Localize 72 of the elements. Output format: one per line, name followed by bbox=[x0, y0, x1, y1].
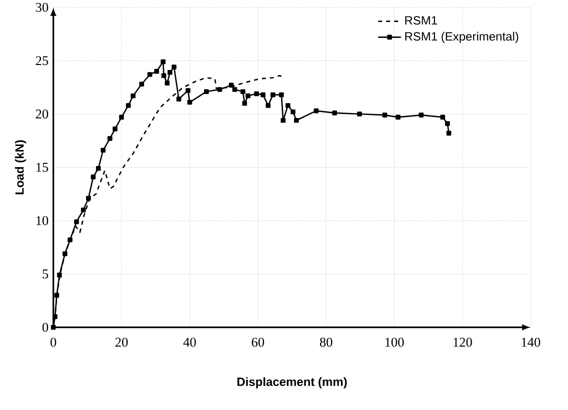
point bbox=[187, 100, 192, 105]
point bbox=[68, 237, 72, 242]
point bbox=[440, 114, 446, 120]
x-tick-label: 20 bbox=[115, 338, 128, 347]
y-tick-label: 5 bbox=[42, 270, 48, 278]
point bbox=[139, 82, 144, 87]
point bbox=[164, 80, 170, 86]
y-tick-label: 10 bbox=[36, 216, 48, 226]
point bbox=[232, 87, 238, 92]
point bbox=[382, 112, 388, 118]
point bbox=[186, 88, 190, 93]
point bbox=[160, 59, 166, 64]
point bbox=[154, 68, 160, 74]
point bbox=[332, 110, 338, 116]
point bbox=[50, 324, 56, 330]
y-tick-label: 20 bbox=[36, 110, 48, 118]
point bbox=[286, 103, 290, 108]
point bbox=[246, 93, 250, 98]
point bbox=[266, 103, 271, 108]
point bbox=[176, 96, 182, 102]
point bbox=[294, 118, 299, 123]
y-tick-label: 0 bbox=[42, 322, 48, 332]
legend-label: RSM1 bbox=[405, 16, 438, 25]
point bbox=[90, 174, 96, 180]
point bbox=[240, 89, 246, 94]
point bbox=[290, 109, 296, 114]
point bbox=[96, 166, 101, 171]
point bbox=[270, 92, 276, 98]
legend-label: RSM1 (Experimental) bbox=[405, 32, 518, 44]
point bbox=[108, 136, 112, 141]
point bbox=[80, 208, 86, 212]
x-tick-label: 40 bbox=[183, 338, 196, 347]
y-tick-label: 30 bbox=[36, 2, 48, 12]
y-tick-label: 25 bbox=[36, 56, 48, 66]
x-tick-label: 140 bbox=[522, 338, 540, 347]
point bbox=[357, 112, 362, 116]
point bbox=[119, 114, 124, 120]
point bbox=[446, 130, 452, 136]
point bbox=[418, 112, 424, 118]
point bbox=[228, 82, 234, 88]
point bbox=[100, 148, 106, 153]
point bbox=[445, 121, 450, 126]
x-tick-label: 100 bbox=[385, 338, 404, 347]
point bbox=[74, 219, 79, 224]
point bbox=[217, 87, 222, 92]
point bbox=[161, 73, 166, 78]
y-axis-title: Load (kN) bbox=[14, 140, 26, 194]
point bbox=[86, 196, 91, 201]
point bbox=[147, 72, 152, 77]
point bbox=[172, 64, 176, 70]
point bbox=[204, 89, 209, 94]
point bbox=[314, 108, 319, 114]
x-tick-label: 120 bbox=[454, 338, 472, 347]
y-tick-label: 15 bbox=[36, 162, 48, 172]
point bbox=[57, 272, 62, 278]
point bbox=[126, 103, 131, 108]
point bbox=[54, 292, 60, 298]
x-tick-label: 60 bbox=[252, 338, 264, 347]
point bbox=[62, 251, 68, 256]
point bbox=[254, 91, 259, 96]
point bbox=[396, 114, 400, 120]
x-tick-label: 0 bbox=[50, 338, 56, 347]
x-tick-label: 80 bbox=[320, 338, 332, 347]
point bbox=[279, 92, 284, 98]
point bbox=[112, 126, 118, 132]
point bbox=[168, 70, 172, 75]
point bbox=[260, 92, 266, 98]
point bbox=[280, 118, 286, 123]
point bbox=[130, 93, 136, 98]
x-axis-title: Displacement (mm) bbox=[237, 377, 347, 388]
point bbox=[52, 314, 58, 320]
point bbox=[242, 100, 248, 106]
